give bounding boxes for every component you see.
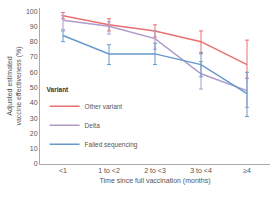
svg-text:Delta: Delta: [85, 122, 101, 129]
svg-text:≥4: ≥4: [243, 167, 251, 174]
svg-text:0: 0: [34, 160, 38, 167]
svg-text:<1: <1: [59, 167, 67, 174]
svg-text:Adjusted estimatedvaccine effe: Adjusted estimatedvaccine effectiveness …: [6, 46, 23, 125]
svg-text:Other variant: Other variant: [85, 103, 123, 110]
svg-text:Variant: Variant: [47, 86, 70, 93]
svg-text:10: 10: [30, 145, 38, 152]
svg-text:70: 70: [30, 53, 38, 60]
svg-text:100: 100: [26, 8, 38, 15]
svg-text:90: 90: [30, 23, 38, 30]
svg-text:30: 30: [30, 115, 38, 122]
svg-text:60: 60: [30, 69, 38, 76]
svg-text:3 to <4: 3 to <4: [190, 167, 212, 174]
svg-text:80: 80: [30, 38, 38, 45]
svg-text:Failed sequencing: Failed sequencing: [85, 141, 138, 149]
svg-text:1 to <2: 1 to <2: [98, 167, 120, 174]
svg-text:Time since full vaccination (m: Time since full vaccination (months): [99, 177, 210, 185]
svg-text:20: 20: [30, 130, 38, 137]
svg-text:2 to <3: 2 to <3: [144, 167, 166, 174]
svg-text:40: 40: [30, 99, 38, 106]
svg-text:50: 50: [30, 84, 38, 91]
